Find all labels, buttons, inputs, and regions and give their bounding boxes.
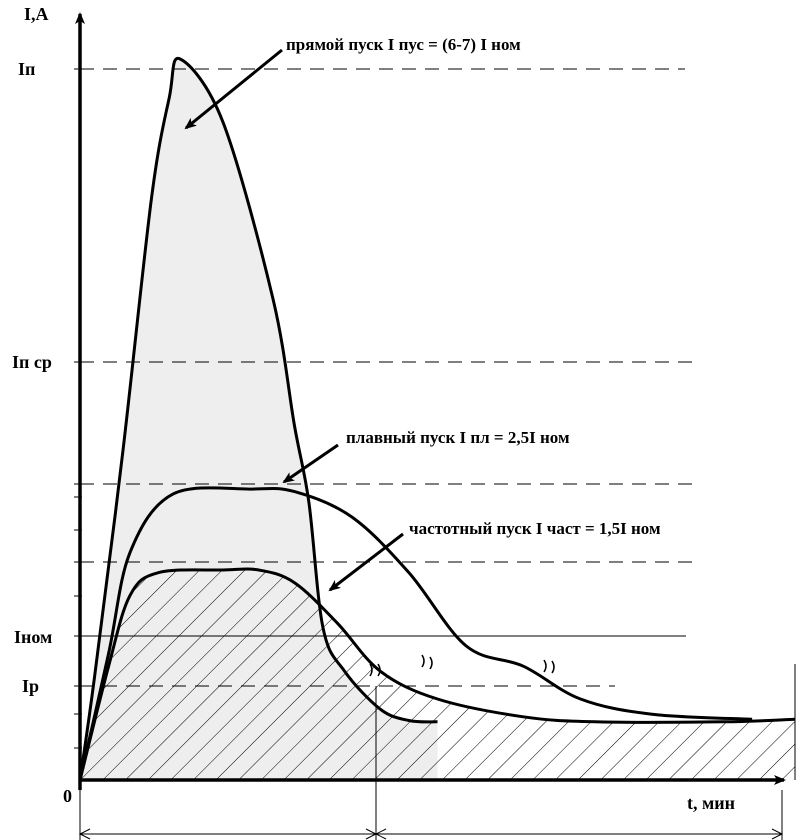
series-line-soft xyxy=(78,486,753,781)
area-freq-start xyxy=(80,568,795,780)
axes xyxy=(75,12,786,790)
arrow-freq xyxy=(328,532,404,592)
series-curves xyxy=(78,56,796,781)
reference-lines xyxy=(80,68,700,687)
arrow-direct xyxy=(184,48,283,130)
annotation-soft-start: плавный пуск I пл = 2,5I ном xyxy=(346,428,570,447)
arrow-soft xyxy=(282,443,339,484)
y-tick-label-ir: Iр xyxy=(22,676,39,696)
y-tick-label-inom: Iном xyxy=(14,627,52,647)
y-tick-label-ip: Iп xyxy=(18,59,35,79)
y-axis-label: I,А xyxy=(24,4,49,24)
annotation-arrows xyxy=(184,48,404,592)
curve-break-marks xyxy=(369,654,555,677)
series-line-freq xyxy=(78,567,796,781)
origin-label: 0 xyxy=(63,786,72,806)
series-line-direct xyxy=(78,56,438,781)
annotation-direct-start: прямой пуск I пус = (6-7) I ном xyxy=(286,35,521,54)
x-axis-label: t, мин xyxy=(687,793,735,813)
annotation-freq-start: частотный пуск I част = 1,5I ном xyxy=(409,519,661,538)
time-span-dimension xyxy=(78,686,784,840)
y-tick-label-ip-avg: Iп ср xyxy=(12,352,52,372)
